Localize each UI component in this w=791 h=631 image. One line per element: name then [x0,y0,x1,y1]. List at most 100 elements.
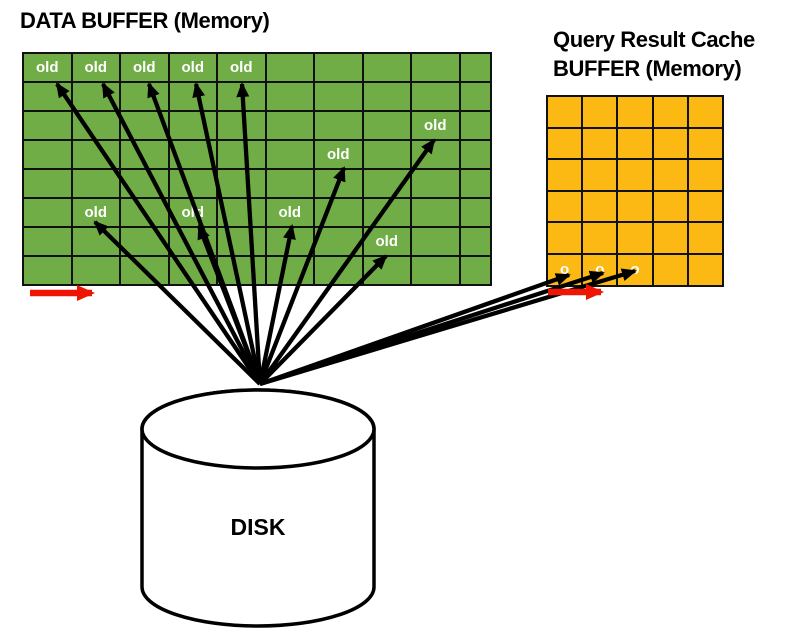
grid-cell [121,170,168,197]
disk-top-ellipse [140,388,376,470]
grid-cell [618,160,652,190]
grid-cell [72,228,119,255]
grid-cell [548,191,582,222]
marked-cell: old [72,199,119,226]
grid-cell [460,228,490,255]
grid-cell [24,141,71,168]
query-cache-title: Query Result Cache BUFFER (Memory) [553,25,755,83]
grid-cell [169,112,216,139]
grid-cell [72,170,119,197]
grid-cell [24,199,71,226]
data-buffer-title: DATA BUFFER (Memory) [20,8,270,33]
grid-cell [72,112,119,139]
grid-cell [266,257,313,284]
grid-cell [24,170,71,197]
grid-cell [266,228,313,255]
grid-cell [218,141,265,168]
grid-cell [169,83,216,110]
grid-cell [266,141,313,168]
grid-cell [169,170,216,197]
grid-cell [72,257,119,284]
grid-cell [315,170,362,197]
grid-cell [688,223,722,253]
grid-cell [218,199,265,226]
grid-cell [583,160,617,190]
grid-cell [315,83,362,110]
grid-cell [363,83,410,110]
grid-cell [688,97,722,127]
grid-cell [548,160,582,190]
grid-cell [266,54,313,81]
disk-cylinder [140,388,376,628]
grid-cell [169,228,216,255]
marked-cell: old [412,112,459,139]
grid-cell [460,54,490,81]
grid-cell [266,170,313,197]
grid-cell [460,141,490,168]
scan-direction-arrows [30,284,604,301]
marked-cell: old [169,54,216,81]
grid-cell [121,257,168,284]
grid-cell [548,128,582,159]
grid-cell [618,191,652,222]
grid-cell [548,97,582,127]
grid-cell [653,254,687,285]
grid-cell [24,228,71,255]
marked-cell: o [548,254,582,285]
grid-cell [169,257,216,284]
grid-cell [218,228,265,255]
grid-cell [412,170,459,197]
grid-cell [618,97,652,127]
grid-cell [121,83,168,110]
grid-cell [315,257,362,284]
grid-cell [653,223,687,253]
grid-cell [688,128,722,159]
grid-cell [460,199,490,226]
grid-cell [266,112,313,139]
grid-cell [618,128,652,159]
grid-cell [412,141,459,168]
grid-cell [618,223,652,253]
grid-cell [583,128,617,159]
grid-cell [412,54,459,81]
grid-cell [548,223,582,253]
grid-cell [266,83,313,110]
grid-cell [460,112,490,139]
grid-cell [72,141,119,168]
disk-read-arrow [259,268,637,387]
grid-cell [583,191,617,222]
grid-cell [121,228,168,255]
grid-cell [363,141,410,168]
grid-cell [460,83,490,110]
grid-cell [169,141,216,168]
grid-cell [412,199,459,226]
grid-cell [653,128,687,159]
marked-cell: old [218,54,265,81]
grid-cell [688,191,722,222]
grid-cell [121,199,168,226]
marked-cell: old [266,199,313,226]
grid-cell [363,54,410,81]
marked-cell: old [169,199,216,226]
grid-cell [583,97,617,127]
query-cache-title-line2: BUFFER (Memory) [553,56,742,81]
grid-cell [315,112,362,139]
grid-cell [24,83,71,110]
marked-cell: o [618,254,652,285]
grid-cell [363,199,410,226]
disk-read-arrow [259,270,605,387]
grid-cell [653,160,687,190]
grid-cell [460,170,490,197]
grid-cell [363,257,410,284]
marked-cell: old [315,141,362,168]
grid-cell [218,112,265,139]
grid-cell [218,83,265,110]
grid-cell [653,97,687,127]
grid-cell [121,141,168,168]
grid-cell [72,83,119,110]
grid-cell [412,257,459,284]
grid-cell [688,160,722,190]
disk-label: DISK [230,514,286,540]
grid-cell [412,83,459,110]
